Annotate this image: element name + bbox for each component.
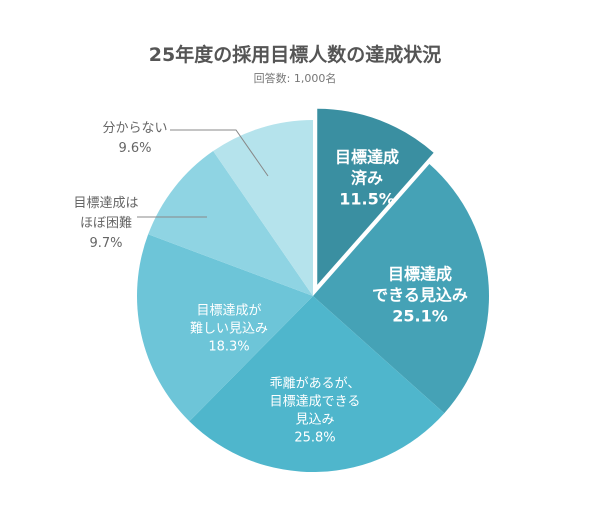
- slice-category-label: 目標達成: [335, 148, 399, 167]
- leader-line: [170, 129, 269, 177]
- chart-subtitle: 回答数: 1,000名: [253, 72, 337, 85]
- slice-value-label: 25.1%: [392, 307, 448, 326]
- pie-slice-1: [317, 108, 434, 285]
- chart-title: 25年度の採用目標人数の達成状況: [148, 44, 442, 66]
- slice-category-label: 済み: [351, 169, 383, 188]
- slice-value-label: 18.3%: [208, 340, 249, 355]
- slice-category-label: できる見込み: [372, 286, 468, 305]
- slice-category-label: 見込み: [295, 413, 334, 428]
- slice-category-label: 難しい見込み: [190, 322, 268, 337]
- slice-category-label: 乖離があるが、: [270, 377, 361, 392]
- slice-value-label: 9.6%: [118, 141, 151, 156]
- slice-value-label: 9.7%: [89, 236, 122, 251]
- slice-value-label: 11.5%: [339, 190, 395, 209]
- pie-slice-6: [213, 120, 313, 296]
- slice-value-label: 25.8%: [294, 431, 335, 446]
- slice-category-label: 目標達成できる: [270, 395, 361, 410]
- slice-category-label: 分からない: [102, 121, 167, 136]
- pie-slice-3: [189, 296, 445, 473]
- slice-category-label: 目標達成: [388, 265, 452, 284]
- slice-category-label: 目標達成が: [196, 304, 261, 319]
- pie-slice-2: [313, 163, 489, 414]
- slice-label-6: 分からない 9.6%: [102, 121, 269, 177]
- slice-category-label: 目標達成は: [73, 196, 138, 211]
- slice-category-label: ほぼ困難: [80, 216, 132, 231]
- pie-slice-5: [148, 151, 313, 296]
- pie-slice-4: [137, 234, 313, 422]
